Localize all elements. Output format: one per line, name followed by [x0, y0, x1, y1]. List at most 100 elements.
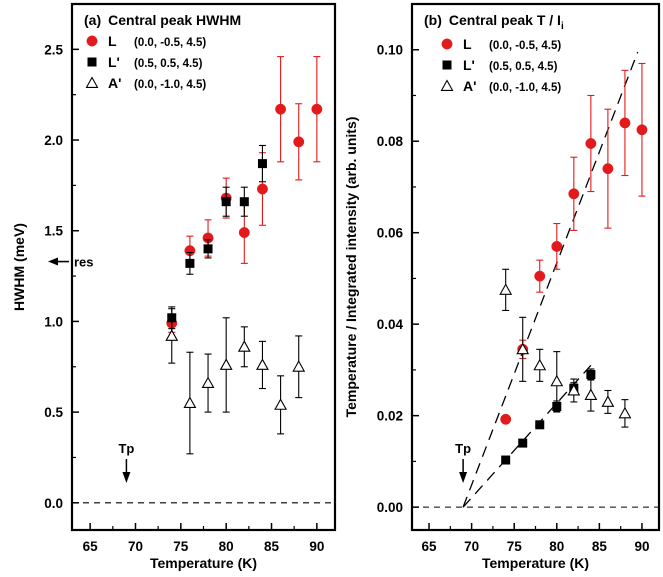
y-tick-label: 2.5	[44, 42, 63, 57]
legend-series-hkl: (0.0, -1.0, 4.5)	[134, 79, 206, 91]
fit-line-dashed	[462, 364, 592, 508]
data-point-square	[501, 455, 511, 465]
legend-item-circle: L (0.0, -0.5, 4.5)	[86, 33, 206, 49]
y-tick-label: 2.0	[44, 133, 63, 148]
panel-b-title-text: Central peak T / I	[449, 12, 561, 28]
data-point-square	[185, 258, 195, 268]
panel-b-legend: L (0.0, -0.5, 4.5) L' (0.5, 0.5, 4.5) A' (0.0…	[440, 36, 561, 94]
data-point-circle	[636, 124, 648, 136]
legend-marker-triangle	[85, 76, 99, 88]
x-tick-label: 85	[264, 539, 280, 554]
x-tick-label: 80	[549, 539, 564, 554]
x-tick-label: 90	[309, 539, 324, 554]
panel-b-title: (b) Central peak T / Ii	[424, 12, 564, 32]
panel-a-hwhm: 65 70 75 80 85 90 0.0 0.5 1.0 1.5 2.0 2.5 (a) Centra…	[11, 2, 337, 571]
x-tick-label: 90	[634, 539, 649, 554]
data-point-square	[239, 197, 249, 207]
legend-series-hkl: (0.0, -0.5, 4.5)	[489, 40, 561, 52]
data-point-circle	[275, 103, 287, 115]
data-point-circle	[585, 138, 597, 149]
data-point-triangle	[550, 374, 564, 387]
x-tick-label: 85	[592, 539, 608, 554]
data-point-triangle	[292, 360, 306, 372]
y-tick-label: 0.02	[377, 409, 403, 424]
data-point-triangle	[584, 388, 598, 401]
fit-line-dashed	[462, 51, 639, 508]
data-point-triangle	[516, 342, 530, 355]
data-point-circle	[551, 240, 563, 252]
y-tick-label: 0.06	[377, 226, 404, 241]
data-point-triangle	[567, 383, 581, 396]
data-point-triangle	[618, 406, 632, 419]
panel-a-title-text: Central peak HWHM	[108, 12, 241, 28]
data-point-triangle	[499, 283, 513, 295]
data-point-circle	[500, 413, 512, 425]
panel-a-data-points	[165, 56, 323, 455]
data-point-circle	[238, 227, 250, 238]
y-tick-label: 1.0	[44, 314, 63, 329]
legend-marker-square	[442, 60, 452, 70]
legend-series-name: L	[108, 33, 117, 49]
y-tick-label: 0.5	[44, 405, 63, 420]
data-point-triangle	[237, 340, 251, 352]
y-tick-label: 0.00	[377, 500, 403, 515]
data-point-circle	[619, 117, 631, 129]
panel-a-annotations: res Tp	[48, 255, 134, 483]
legend-series-hkl: (0.0, -1.0, 4.5)	[489, 82, 561, 94]
tp-label: Tp	[455, 441, 471, 456]
legend-marker-circle	[86, 35, 98, 47]
legend-marker-square	[87, 57, 97, 67]
res-label: res	[74, 255, 94, 270]
res-arrow-head	[48, 257, 58, 266]
x-tick-label: 65	[83, 539, 99, 554]
legend-item-triangle: A' (0.0, -1.0, 4.5)	[440, 78, 561, 94]
data-point-circle	[602, 163, 614, 175]
legend-series-name: L'	[108, 54, 120, 70]
x-tick-label: 75	[507, 539, 523, 554]
legend-series-hkl: (0.5, 0.5, 4.5)	[489, 61, 558, 73]
data-point-triangle	[219, 358, 233, 370]
data-point-circle	[568, 188, 580, 200]
panel-b-xlabel: Temperature (K)	[482, 555, 589, 571]
data-point-triangle	[256, 358, 269, 370]
x-tick-label: 65	[422, 539, 438, 554]
panel-a-axes: 65 70 75 80 85 90 0.0 0.5 1.0 1.5 2.0 2.5	[44, 42, 324, 554]
legend-marker-circle	[441, 38, 453, 50]
panel-b-data-points	[499, 62, 648, 465]
legend-item-circle: L (0.0, -0.5, 4.5)	[441, 36, 561, 52]
legend-item-triangle: A' (0.0, -1.0, 4.5)	[85, 75, 206, 91]
series-circle	[500, 62, 648, 425]
data-point-circle	[534, 270, 546, 282]
data-point-square	[535, 420, 545, 430]
data-point-square	[221, 197, 231, 207]
legend-series-hkl: (0.5, 0.5, 4.5)	[134, 58, 203, 70]
data-point-square	[586, 369, 596, 379]
legend-series-name: A'	[108, 75, 121, 91]
legend-item-square: L' (0.5, 0.5, 4.5)	[87, 54, 203, 70]
data-point-square	[257, 159, 267, 169]
legend-series-name: L	[463, 36, 472, 52]
data-point-circle	[256, 183, 268, 195]
legend-series-hkl: (0.0, -0.5, 4.5)	[134, 37, 206, 49]
panel-b-ratio: 65 70 75 80 85 90 0.00 0.02 0.04 0.06 0.08 0.10 (b)…	[343, 2, 661, 571]
y-tick-label: 0.10	[377, 43, 403, 58]
data-point-triangle	[533, 358, 547, 371]
x-tick-label: 70	[464, 539, 479, 554]
panel-b-axes: 65 70 75 80 85 90 0.00 0.02 0.04 0.06 0.08 0.10	[377, 43, 650, 554]
series-square	[501, 368, 596, 465]
panel-a-xlabel: Temperature (K)	[150, 555, 257, 571]
tp-arrow-head	[122, 472, 131, 483]
y-tick-label: 1.5	[44, 224, 63, 239]
panel-b-ylabel: Temperature / Integrated intensity (arb.…	[343, 117, 359, 418]
y-tick-label: 0.0	[44, 496, 63, 511]
tp-arrow-head	[459, 472, 468, 483]
data-point-square	[203, 244, 213, 254]
legend-series-name: L'	[463, 57, 475, 73]
x-tick-label: 75	[173, 539, 189, 554]
data-point-circle	[293, 136, 305, 148]
data-point-triangle	[165, 329, 179, 341]
series-square	[167, 144, 267, 330]
panel-b-annotations: Tp	[455, 441, 471, 483]
x-tick-label: 70	[128, 539, 143, 554]
